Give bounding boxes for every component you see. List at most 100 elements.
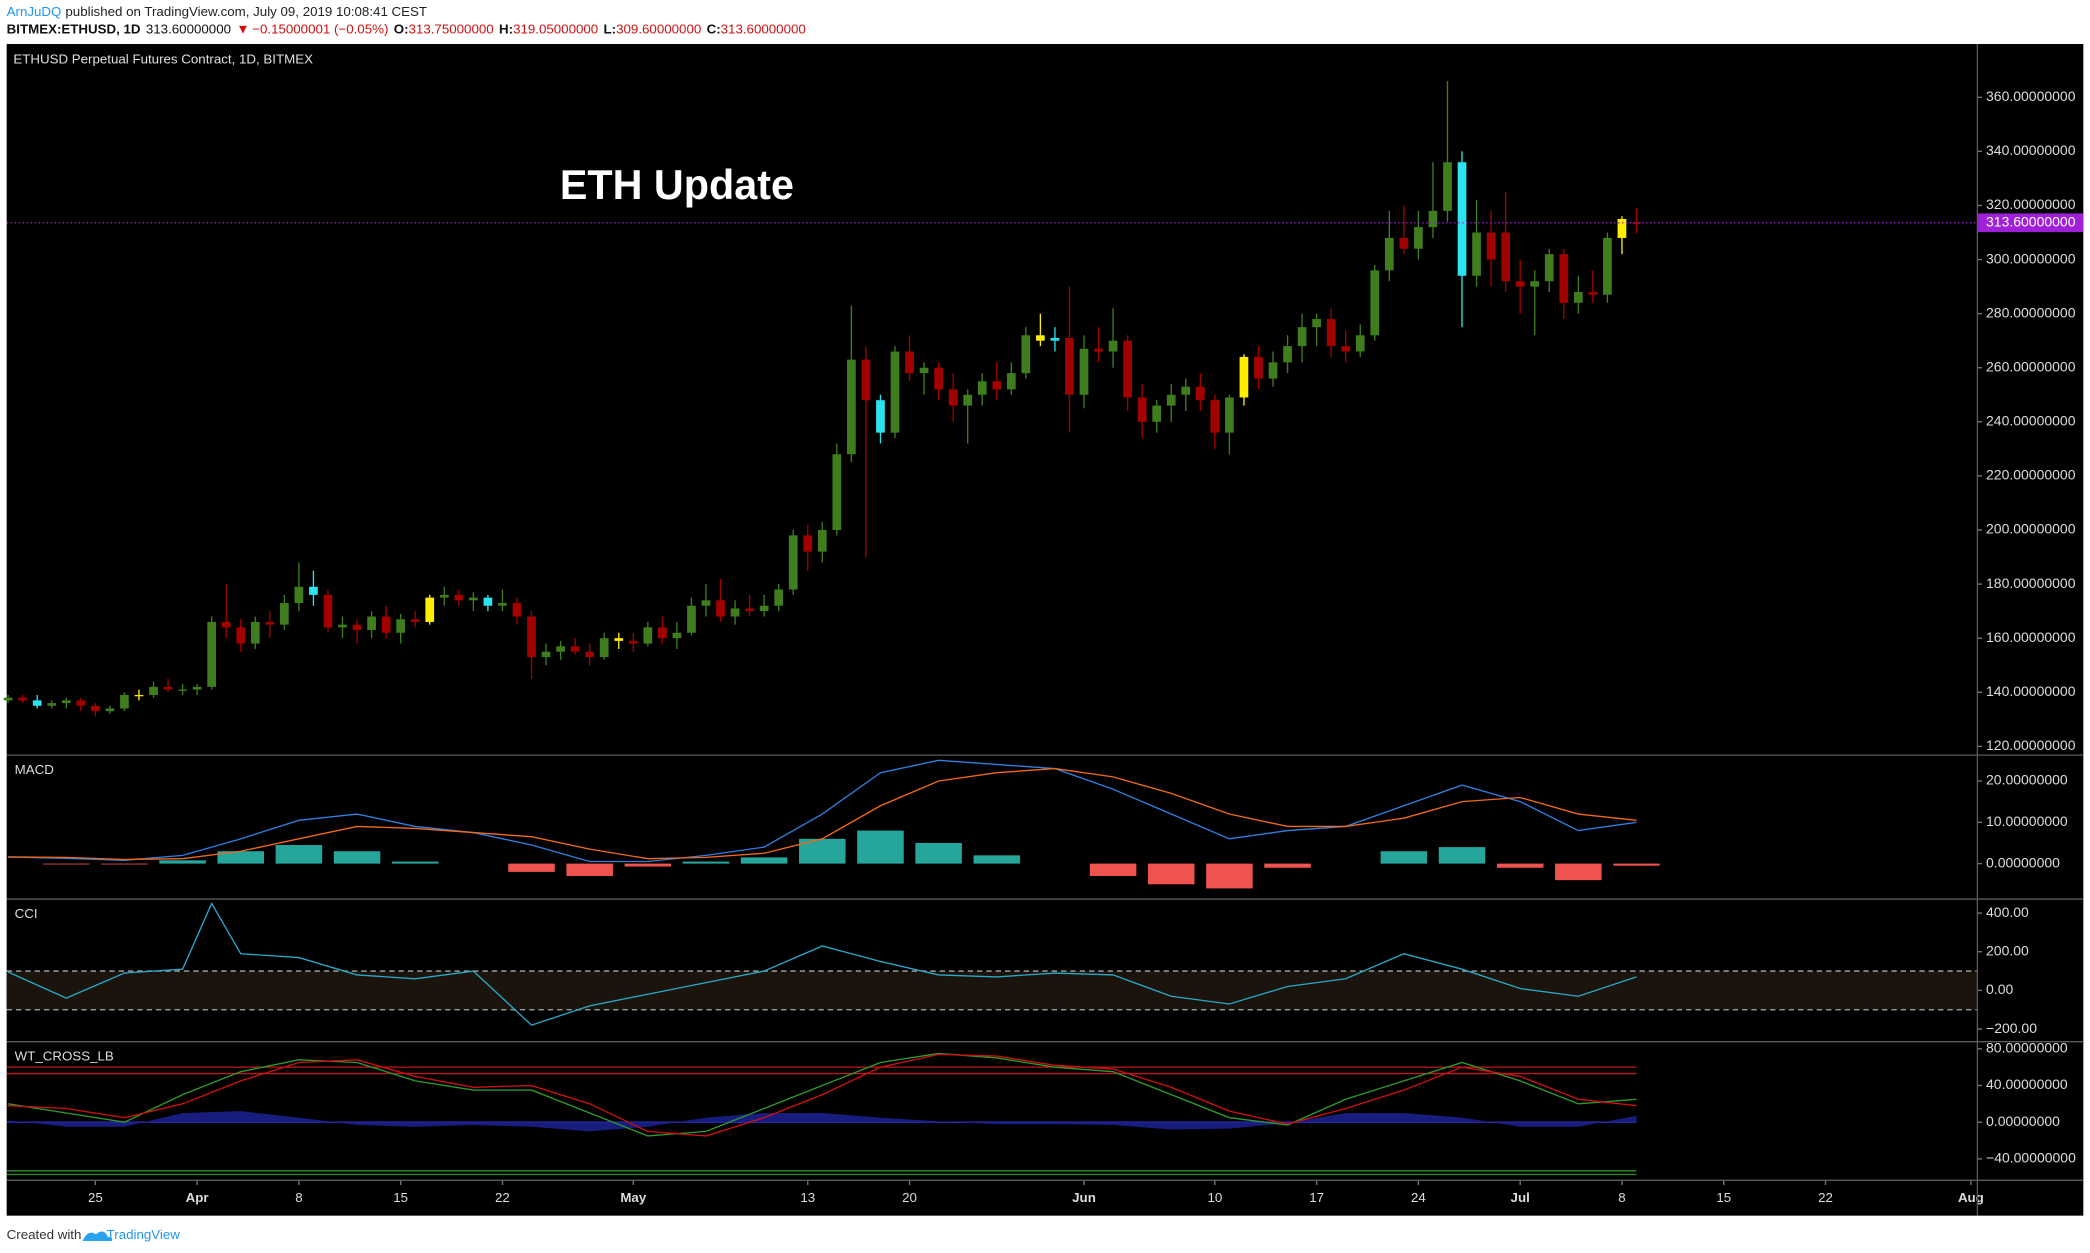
candle-body bbox=[323, 594, 333, 628]
y-tick-label: 20.00000000 bbox=[1986, 772, 2068, 788]
candle-body bbox=[265, 621, 275, 625]
ohlc-value: 313.60000000 bbox=[721, 21, 806, 36]
candle-body bbox=[279, 603, 289, 625]
last-price-label: 313.60000000 bbox=[1986, 213, 2076, 229]
candle-body bbox=[1312, 319, 1321, 328]
candle-body bbox=[1573, 292, 1583, 303]
candle-body bbox=[1181, 386, 1191, 395]
x-tick-label: 20 bbox=[902, 1190, 917, 1205]
candle-body bbox=[614, 638, 624, 641]
x-tick-label: Jun bbox=[1072, 1190, 1096, 1205]
histogram-bar bbox=[1089, 863, 1137, 877]
candle-body bbox=[1094, 348, 1103, 352]
cci-band bbox=[6, 971, 1977, 1010]
candle-body bbox=[149, 686, 158, 695]
histogram-bar bbox=[159, 860, 206, 864]
candle-body bbox=[919, 367, 929, 374]
y-tick-label: 360.00000000 bbox=[1986, 88, 2076, 104]
candle-body bbox=[1617, 218, 1627, 238]
candle-body bbox=[47, 703, 57, 706]
histogram-bar bbox=[217, 851, 265, 864]
candle-body bbox=[1268, 362, 1278, 379]
candle-body bbox=[1326, 319, 1336, 347]
candle-body bbox=[367, 616, 376, 631]
tradingview-logo bbox=[82, 1231, 113, 1241]
candle-body bbox=[120, 694, 129, 709]
x-tick-label: 22 bbox=[495, 1190, 510, 1205]
author[interactable]: ArnJuDQ bbox=[7, 4, 62, 19]
footer-created: Created with bbox=[7, 1227, 82, 1242]
candle-body bbox=[1443, 162, 1452, 211]
candle-body bbox=[817, 529, 827, 552]
candle-body bbox=[61, 700, 71, 704]
candle-body bbox=[1006, 373, 1016, 390]
y-tick-label: −200.00 bbox=[1986, 1020, 2037, 1036]
candle-body bbox=[1399, 237, 1409, 249]
ohlc-key: L: bbox=[604, 21, 617, 36]
ohlc-key: O: bbox=[394, 21, 409, 36]
footer-brand[interactable]: TradingView bbox=[107, 1227, 181, 1242]
histogram-bar bbox=[1380, 851, 1428, 864]
line bbox=[8, 1053, 1637, 1137]
candle-body bbox=[192, 686, 202, 690]
candle-body bbox=[1384, 237, 1394, 271]
candle-body bbox=[992, 381, 1002, 390]
candle-body bbox=[585, 651, 595, 658]
x-tick-label: Jul bbox=[1511, 1190, 1530, 1205]
last: 313.60000000 bbox=[146, 21, 231, 36]
candle-body bbox=[1254, 356, 1263, 379]
histogram-bar bbox=[43, 863, 90, 865]
change: −0.15000001 (−0.05%) bbox=[252, 21, 388, 36]
x-tick-label: Apr bbox=[186, 1190, 209, 1205]
pane-3 bbox=[6, 1052, 1637, 1176]
candle-body bbox=[1123, 340, 1132, 398]
candle-body bbox=[338, 624, 347, 628]
candle-body bbox=[1603, 237, 1612, 295]
candle-body bbox=[1559, 254, 1569, 303]
y-tick-label: 200.00000000 bbox=[1986, 521, 2076, 537]
histogram-bar bbox=[1147, 863, 1195, 885]
plot: 25 Apr 8 15 22 May 13 20 Jun 10 17 24 Jul 8 15 22 Aug 120… bbox=[3, 81, 2084, 1205]
candle-body bbox=[163, 686, 173, 690]
candle-body bbox=[1515, 281, 1525, 287]
histogram-bar bbox=[624, 863, 672, 867]
histogram-bar bbox=[391, 861, 439, 864]
histogram-bar bbox=[1555, 863, 1602, 881]
chart-title: ETHUSD Perpetual Futures Contract, 1D, B… bbox=[13, 52, 313, 67]
candle-body bbox=[963, 394, 973, 406]
y-tick-label: 80.00000000 bbox=[1986, 1039, 2068, 1055]
candle-body bbox=[1108, 340, 1118, 352]
x-tick-label: May bbox=[620, 1190, 646, 1205]
histogram-bar bbox=[682, 861, 730, 864]
candle-body bbox=[541, 651, 551, 658]
candle-body bbox=[1355, 335, 1365, 352]
candle-body bbox=[628, 640, 638, 644]
candle-body bbox=[76, 700, 86, 706]
candle-body bbox=[1501, 232, 1511, 282]
ohlc-key: H: bbox=[499, 21, 513, 36]
candle-body bbox=[1370, 270, 1380, 336]
candle-body bbox=[832, 454, 842, 530]
candle-body bbox=[716, 600, 725, 617]
candle-body bbox=[861, 359, 871, 401]
x-tick-label: 25 bbox=[88, 1190, 103, 1205]
histogram-bar bbox=[566, 863, 613, 877]
published: published on TradingView.com, July 09, 2… bbox=[65, 4, 427, 19]
candle-body bbox=[396, 619, 406, 633]
y-tick-label: −40.00000000 bbox=[1986, 1150, 2076, 1166]
candle-body bbox=[1050, 337, 1060, 341]
candle-body bbox=[1472, 232, 1481, 276]
candle-body bbox=[498, 603, 507, 606]
symbol: BITMEX:ETHUSD, 1D bbox=[7, 21, 141, 36]
candle-body bbox=[134, 694, 144, 697]
candle-body bbox=[527, 616, 536, 658]
candle-body bbox=[556, 646, 565, 652]
candle-body bbox=[1152, 405, 1162, 422]
last-price-box bbox=[1978, 213, 2084, 233]
candle-body bbox=[178, 689, 187, 691]
histogram-bar bbox=[915, 842, 962, 864]
candle-body bbox=[774, 589, 784, 606]
candle-body bbox=[1137, 397, 1147, 422]
candle-body bbox=[730, 608, 740, 617]
